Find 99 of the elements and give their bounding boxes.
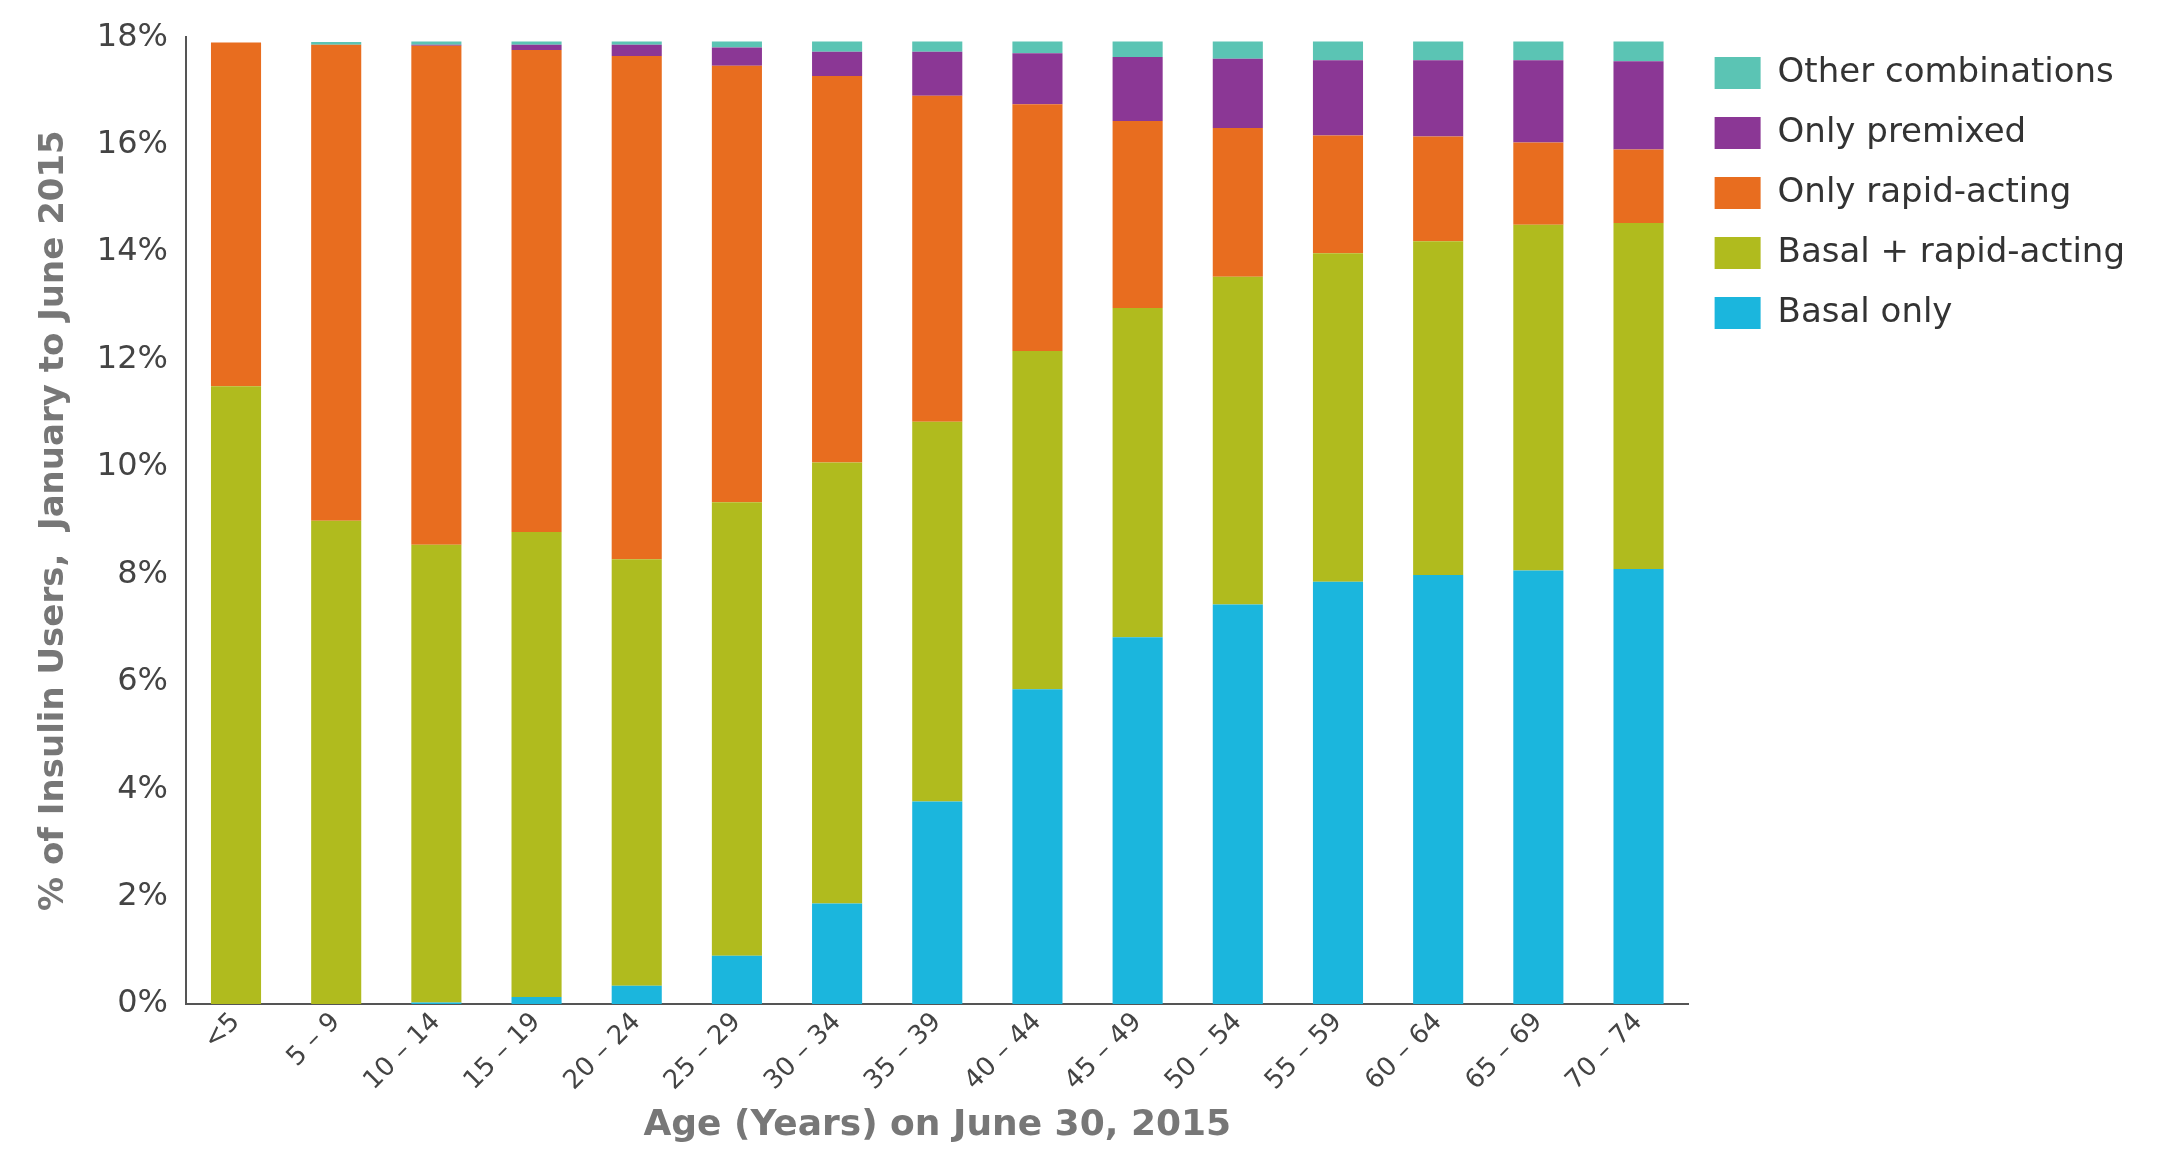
bar [1212,58,1263,128]
bar [912,41,963,52]
bar [1112,57,1163,121]
y-tick-label: 16% [96,122,168,161]
x-tick-label: 60 – 64 [1358,1005,1448,1095]
x-tick-label: 45 – 49 [1057,1005,1147,1095]
bar [1012,104,1063,351]
bar [711,955,762,1005]
bar [511,44,562,51]
bar [511,41,562,45]
bar [1413,41,1464,61]
y-tick-label: 4% [117,767,168,806]
bar [411,45,462,545]
x-tick-label: 55 – 59 [1258,1005,1347,1095]
x-tick-label: 40 – 44 [957,1005,1047,1095]
y-tick-label: 18% [96,15,168,54]
y-axis-title: % of Insulin Users, January to June 2015 [31,130,72,912]
bar [1613,568,1664,1005]
bar [1413,60,1464,137]
bar [1212,41,1263,59]
y-tick-label: 2% [117,874,168,913]
bar [1513,142,1564,225]
bar [1012,689,1063,1005]
bar [1613,223,1664,569]
bar [1212,276,1263,605]
x-tick-label: 5 – 9 [279,1005,346,1072]
bar [912,801,963,1005]
y-tick-label: 12% [96,337,168,376]
x-tick-label: 15 – 19 [456,1005,546,1095]
y-tick-label: 0% [117,982,168,1021]
y-tick-label: 10% [96,445,168,484]
bar [611,56,662,560]
bar [311,520,362,1005]
legend-label: Basal + rapid-acting [1777,229,2125,270]
bar [711,41,762,48]
bar [1012,350,1063,690]
bar [1112,637,1163,1005]
bar [1413,574,1464,1005]
bar [511,50,562,532]
legend-label: Basal only [1777,289,1953,330]
bar [912,421,963,802]
x-axis-title: Age (Years) on June 30, 2015 [643,1101,1232,1143]
bar [1513,41,1564,61]
x-tick-label: 35 – 39 [857,1005,947,1095]
bar [1513,60,1564,143]
bar [1613,61,1664,150]
bar [812,51,863,76]
bar [611,44,662,56]
bar [210,42,262,387]
x-tick-label: 50 – 54 [1157,1005,1247,1095]
bar [1312,581,1364,1005]
bar [711,47,762,66]
bar [711,65,762,503]
bar [311,44,362,521]
bar [711,502,762,956]
bar [1012,53,1063,105]
legend-label: Other combinations [1777,49,2114,90]
bar [812,75,863,463]
x-tick-label: 65 – 69 [1458,1005,1548,1095]
bar [210,386,262,1005]
y-tick-label: 6% [117,660,168,699]
y-tick-label: 14% [96,230,168,269]
bar [1212,604,1263,1005]
bar [912,51,963,96]
legend-label: Only premixed [1777,109,2027,150]
bar [1413,136,1464,242]
x-tick-label: 10 – 14 [356,1005,446,1095]
x-tick-label: 20 – 24 [556,1005,646,1095]
bar [1312,41,1364,61]
bar [1112,121,1163,308]
x-tick-label: 25 – 29 [657,1005,746,1095]
bar [611,985,662,1005]
bar [611,41,662,45]
bar [611,559,662,986]
bar [411,544,462,1003]
bar [1312,253,1364,582]
bar [1112,307,1163,638]
bar [1613,41,1664,62]
bar [812,462,863,904]
bar [912,95,963,422]
bar [1212,127,1263,277]
y-tick-label: 8% [117,552,168,591]
bar [511,531,562,998]
bar [1012,41,1063,54]
bar [1513,224,1564,571]
x-tick-label: 70 – 74 [1558,1005,1648,1095]
bar [1613,149,1664,224]
bar [812,903,863,1005]
bar [812,41,863,52]
legend-label: Only rapid-acting [1777,169,2072,210]
bar [311,42,362,45]
x-tick-label: 30 – 34 [757,1005,847,1095]
bar [1112,41,1163,58]
bar [1312,135,1364,254]
bar [1413,241,1464,575]
bar [1312,60,1364,136]
x-tick-label: <5 [196,1005,246,1055]
bar [511,997,562,1005]
bar [1513,570,1564,1005]
